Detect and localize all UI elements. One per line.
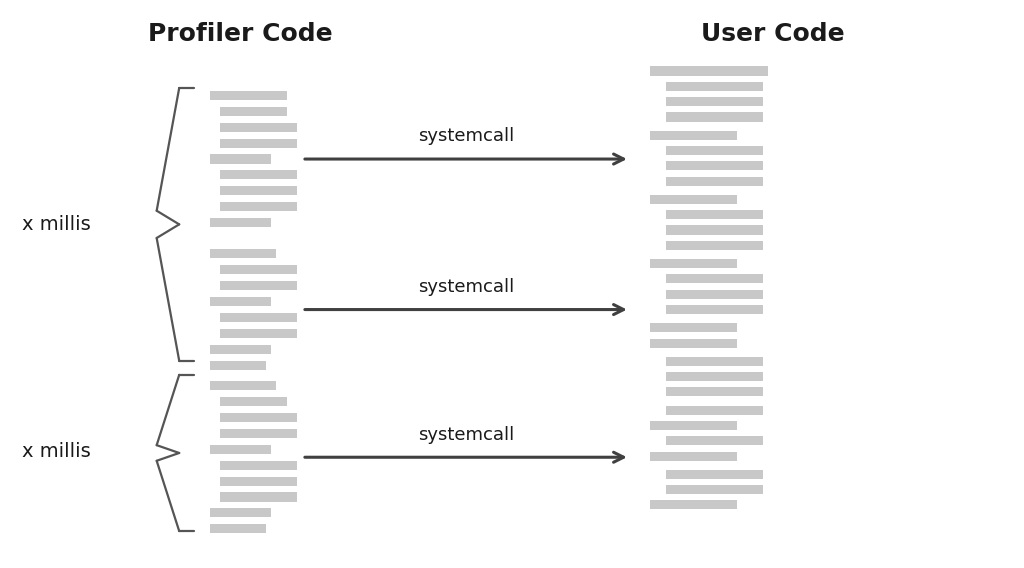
Bar xyxy=(650,66,768,76)
Bar xyxy=(666,82,763,91)
Text: systemcall: systemcall xyxy=(418,425,514,444)
Bar xyxy=(666,436,763,445)
Bar xyxy=(220,281,297,290)
Bar xyxy=(666,241,763,250)
Bar xyxy=(210,91,287,100)
Bar xyxy=(220,123,297,132)
Bar xyxy=(650,195,737,204)
Text: x millis: x millis xyxy=(22,442,91,461)
Bar xyxy=(220,413,297,422)
Bar xyxy=(650,452,737,461)
Bar xyxy=(220,477,297,486)
Bar xyxy=(220,265,297,274)
Bar xyxy=(666,274,763,283)
Bar xyxy=(210,381,276,390)
Bar xyxy=(666,210,763,219)
Bar xyxy=(666,146,763,155)
Bar xyxy=(210,249,276,258)
Bar xyxy=(666,406,763,415)
Bar xyxy=(220,107,287,116)
Bar xyxy=(650,259,737,268)
Bar xyxy=(650,339,737,348)
Bar xyxy=(666,357,763,366)
Bar xyxy=(666,161,763,170)
Bar xyxy=(666,177,763,186)
Bar xyxy=(650,323,737,332)
Bar xyxy=(210,297,271,306)
Bar xyxy=(220,139,297,148)
Bar xyxy=(666,112,763,122)
Text: User Code: User Code xyxy=(701,22,845,46)
Bar xyxy=(210,508,271,517)
Text: x millis: x millis xyxy=(22,215,91,234)
Bar xyxy=(220,202,297,211)
Bar xyxy=(666,387,763,396)
Bar xyxy=(650,500,737,509)
Bar xyxy=(650,131,737,140)
Bar xyxy=(220,313,297,322)
Bar xyxy=(220,492,297,502)
Text: systemcall: systemcall xyxy=(418,278,514,296)
Bar xyxy=(650,421,737,430)
Bar xyxy=(210,445,271,454)
Text: systemcall: systemcall xyxy=(418,127,514,145)
Bar xyxy=(210,218,271,227)
Bar xyxy=(220,329,297,338)
Bar xyxy=(666,290,763,299)
Bar xyxy=(666,470,763,479)
Bar xyxy=(666,485,763,494)
Bar xyxy=(220,186,297,195)
Bar xyxy=(220,461,297,470)
Bar xyxy=(666,305,763,314)
Bar xyxy=(210,154,271,164)
Bar xyxy=(220,170,297,179)
Bar xyxy=(210,345,271,354)
Bar xyxy=(666,97,763,106)
Bar xyxy=(666,372,763,381)
Bar xyxy=(666,225,763,235)
Text: Profiler Code: Profiler Code xyxy=(148,22,333,46)
Bar xyxy=(220,397,287,406)
Bar xyxy=(210,524,266,533)
Bar xyxy=(220,429,297,438)
Bar xyxy=(210,361,266,370)
